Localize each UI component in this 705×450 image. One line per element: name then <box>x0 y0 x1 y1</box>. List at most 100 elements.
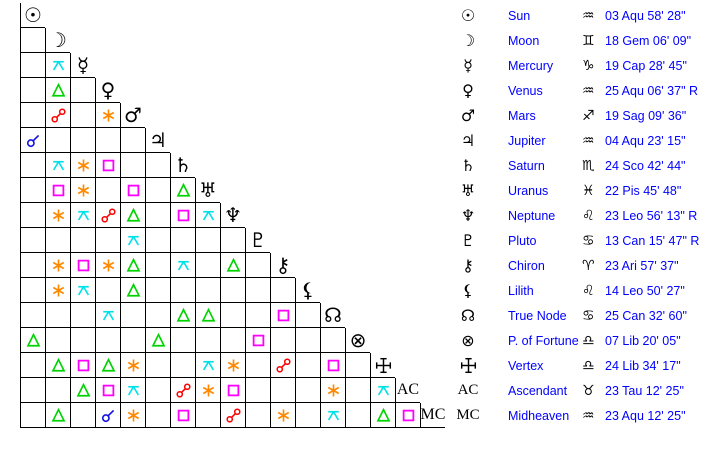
aspect-cell-ascendant-jupiter <box>145 378 170 403</box>
sextile-icon <box>276 408 291 423</box>
zodiac-sign-icon: ♎ <box>582 332 595 349</box>
aspect-cell-pluto-uranus <box>195 228 220 253</box>
aspect-cell-true-node-pluto <box>245 303 270 328</box>
legend-row-vertex: Vertex ♎ 24 Lib 34' 17" <box>448 353 705 378</box>
aspect-cell-true-node-uranus <box>195 303 220 328</box>
square-icon <box>101 383 116 398</box>
vertex-icon <box>375 357 392 374</box>
position-text-saturn: 24 Sco 42' 44" <box>605 158 686 173</box>
position-text-venus: 25 Aqu 06' 37" R <box>605 83 699 98</box>
aspect-cell-ascendant-p-of-fortune <box>345 378 370 403</box>
quincunx-icon <box>126 383 141 398</box>
diagonal-cell-p-of-fortune: ⊗ <box>345 328 370 353</box>
legend-row-mars: ♂ Mars ♐ 19 Sag 09' 36" <box>448 103 705 128</box>
planet-position-legend: ☉ Sun ♒ 03 Aqu 58' 28" ☽ Moon ♊ 18 Gem 06' 09" ☿… <box>448 3 705 428</box>
aspect-cell-neptune-jupiter <box>145 203 170 228</box>
trine-icon <box>101 358 116 373</box>
aspect-cell-true-node-moon <box>45 303 70 328</box>
position-text-vertex: 24 Lib 34' 17" <box>605 358 681 373</box>
aspect-cell-neptune-moon <box>45 203 70 228</box>
zodiac-sign-icon: ♋ <box>582 232 595 249</box>
aspect-cell-lilith-chiron <box>270 278 295 303</box>
aspect-cell-uranus-venus <box>95 178 120 203</box>
square-icon <box>251 333 266 348</box>
square-icon <box>101 158 116 173</box>
conjunction-icon <box>26 133 41 148</box>
zodiac-sign-icon: ♒ <box>582 132 595 149</box>
aspect-cell-vertex-jupiter <box>145 353 170 378</box>
aspect-cell-p-of-fortune-moon <box>45 328 70 353</box>
aspect-cell-true-node-sun <box>20 303 45 328</box>
grid-row-jupiter: ♃ <box>20 128 445 153</box>
aspect-cell-lilith-mercury <box>70 278 95 303</box>
opposition-icon <box>226 408 241 423</box>
mars-glyph: ♂ <box>460 105 476 125</box>
aspect-cell-p-of-fortune-pluto <box>245 328 270 353</box>
aspect-cell-saturn-moon <box>45 153 70 178</box>
diagonal-cell-true-node: ☊ <box>320 303 345 328</box>
aspect-cell-mercury-sun <box>20 53 45 78</box>
planet-name-midheaven: Midheaven <box>508 408 570 423</box>
quincunx-icon <box>76 283 91 298</box>
aspect-cell-vertex-mars <box>120 353 145 378</box>
diagonal-cell-uranus: ♅ <box>195 178 220 203</box>
planet-name-vertex: Vertex <box>508 358 544 373</box>
aspect-cell-p-of-fortune-venus <box>95 328 120 353</box>
trine-icon <box>201 308 216 323</box>
aspect-cell-p-of-fortune-saturn <box>170 328 195 353</box>
sextile-icon <box>76 158 91 173</box>
aspect-cell-chiron-mercury <box>70 253 95 278</box>
aspect-cell-pluto-moon <box>45 228 70 253</box>
aspect-cell-chiron-uranus <box>195 253 220 278</box>
planet-name-pluto: Pluto <box>508 233 537 248</box>
grid-row-pluto: ♇ <box>20 228 445 253</box>
jupiter-glyph: ♃ <box>460 130 476 150</box>
diagonal-cell-sun: ☉ <box>20 3 45 28</box>
square-icon <box>176 208 191 223</box>
aspect-cell-midheaven-sun <box>20 403 45 428</box>
aspect-cell-lilith-uranus <box>195 278 220 303</box>
aspect-cell-vertex-lilith <box>295 353 320 378</box>
venus-glyph: ♀ <box>462 80 474 100</box>
aspect-cell-neptune-uranus <box>195 203 220 228</box>
position-text-sun: 03 Aqu 58' 28" <box>605 8 686 23</box>
opposition-icon <box>176 383 191 398</box>
legend-row-p-of-fortune: ⊗ P. of Fortune ♎ 07 Lib 20' 05" <box>448 328 705 353</box>
square-icon <box>401 408 416 423</box>
pluto-glyph: ♇ <box>460 230 476 250</box>
trine-icon <box>126 283 141 298</box>
aspect-cell-midheaven-neptune <box>220 403 245 428</box>
aspect-cell-uranus-jupiter <box>145 178 170 203</box>
grid-row-true-node: ☊ <box>20 303 445 328</box>
aspect-cell-ascendant-chiron <box>270 378 295 403</box>
midheaven-glyph: MC <box>456 407 480 423</box>
legend-row-sun: ☉ Sun ♒ 03 Aqu 58' 28" <box>448 3 705 28</box>
quincunx-icon <box>51 158 66 173</box>
aspect-cell-midheaven-mars <box>120 403 145 428</box>
quincunx-icon <box>76 208 91 223</box>
sun-glyph: ☉ <box>460 5 476 25</box>
square-icon <box>326 358 341 373</box>
aspect-cell-vertex-mercury <box>70 353 95 378</box>
aspect-cell-midheaven-jupiter <box>145 403 170 428</box>
aspect-cell-moon-sun <box>20 28 45 53</box>
aspect-cell-midheaven-mercury <box>70 403 95 428</box>
aspect-cell-pluto-jupiter <box>145 228 170 253</box>
grid-row-midheaven: MC <box>20 403 445 428</box>
aspect-cell-venus-moon <box>45 78 70 103</box>
zodiac-sign-icon: ♌ <box>582 207 595 224</box>
aspect-cell-midheaven-lilith <box>295 403 320 428</box>
aspect-cell-midheaven-uranus <box>195 403 220 428</box>
aspect-cell-mars-venus <box>95 103 120 128</box>
square-icon <box>51 183 66 198</box>
zodiac-sign-icon: ♑ <box>582 57 595 74</box>
aspect-cell-true-node-neptune <box>220 303 245 328</box>
aspect-cell-lilith-pluto <box>245 278 270 303</box>
aspect-cell-p-of-fortune-jupiter <box>145 328 170 353</box>
grid-row-venus: ♀ <box>20 78 445 103</box>
aspect-cell-vertex-uranus <box>195 353 220 378</box>
uranus-glyph: ♅ <box>460 180 476 200</box>
aspect-cell-pluto-mars <box>120 228 145 253</box>
zodiac-sign-icon: ♋ <box>582 307 595 324</box>
quincunx-icon <box>326 408 341 423</box>
